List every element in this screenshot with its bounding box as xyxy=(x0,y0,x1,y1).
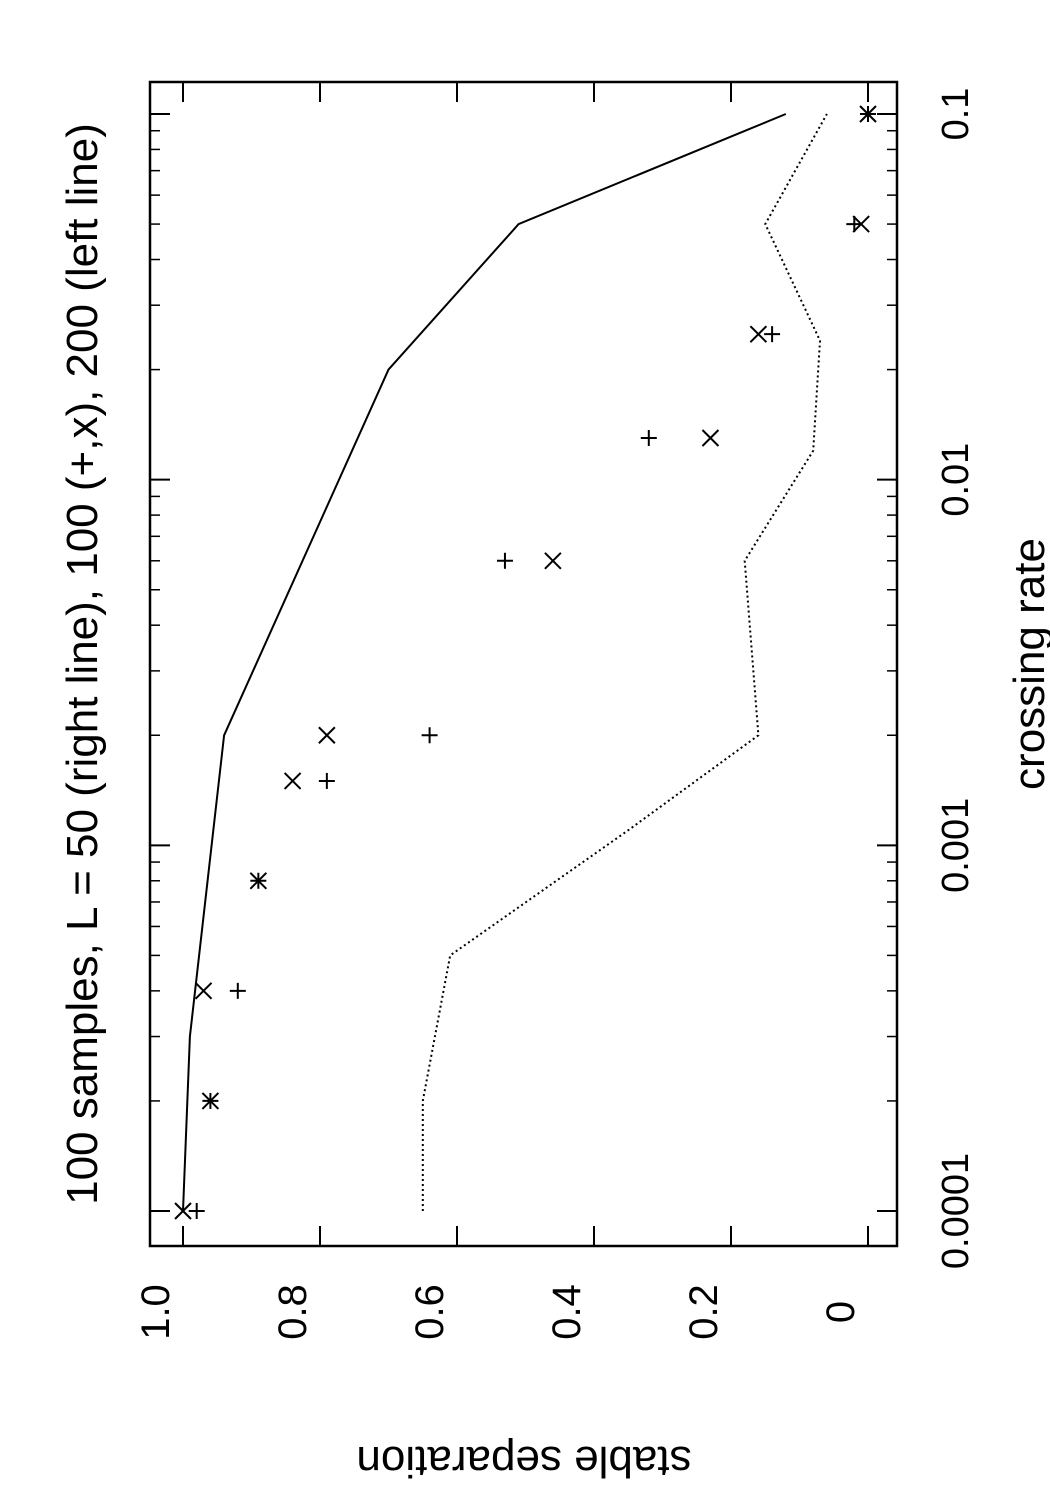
x-point xyxy=(859,105,877,123)
series-line-left xyxy=(421,113,828,1211)
plus-point xyxy=(229,982,246,999)
plot-frame xyxy=(148,80,899,1248)
y-tick-label: 0 xyxy=(819,1301,863,1323)
x-tick-label: 0.0001 xyxy=(935,1153,977,1269)
plus-point xyxy=(421,727,438,744)
y-tick-label: 0.8 xyxy=(271,1284,315,1340)
plus-point xyxy=(188,1203,205,1219)
x-tick-label: 0.01 xyxy=(935,443,977,517)
series-line-right xyxy=(182,113,787,1212)
x-point xyxy=(544,552,562,570)
plus-point xyxy=(640,430,657,447)
x-point xyxy=(701,429,720,447)
x-point xyxy=(174,1202,192,1220)
series-layer xyxy=(174,105,877,1220)
y-tick-label: 0.4 xyxy=(545,1284,589,1340)
x-point xyxy=(283,772,302,790)
x-point xyxy=(318,726,336,744)
x-point xyxy=(194,982,213,1000)
x-tick-label: 0.001 xyxy=(935,798,977,893)
y-tick-label: 0.2 xyxy=(682,1284,726,1340)
plus-point xyxy=(846,216,863,233)
y-tick-label: 0.6 xyxy=(408,1284,452,1340)
plus-point xyxy=(318,772,335,789)
tick-labels: 0.0001 0.001 0.01 0.1 0 0.2 0.4 0.6 0.8 1.0 xyxy=(134,88,977,1340)
x-point xyxy=(249,872,268,890)
x-point xyxy=(201,1092,220,1110)
plus-point xyxy=(764,326,781,343)
x-axis-label: crossing rate xyxy=(1005,538,1050,790)
axis-ticks xyxy=(150,82,897,1246)
chart-title: 100 samples, L = 50 (right line), 100 (+… xyxy=(58,123,107,1205)
y-tick-label: 1.0 xyxy=(134,1284,178,1340)
x-point xyxy=(852,215,870,233)
y-axis-label: stable separation xyxy=(356,1437,691,1486)
x-point xyxy=(749,325,768,343)
plus-point xyxy=(496,552,513,569)
x-tick-label: 0.1 xyxy=(935,88,977,141)
